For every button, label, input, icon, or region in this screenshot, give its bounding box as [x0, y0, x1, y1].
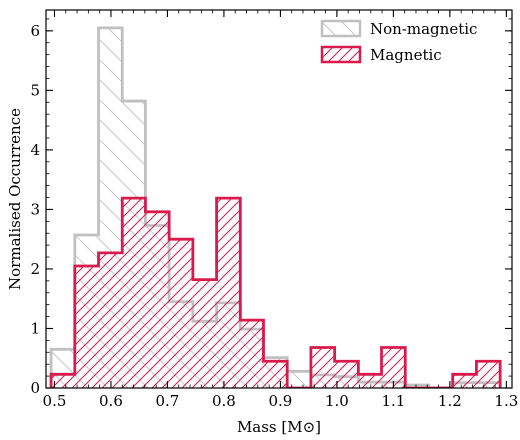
bar-magnetic-13: [358, 374, 382, 388]
x-tick-label: 0.7: [156, 392, 180, 410]
bar-magnetic-2: [98, 252, 123, 388]
y-tick-label: 2: [30, 260, 40, 278]
legend-label-magnetic: Magnetic: [370, 46, 442, 64]
legend-swatch-magnetic: [320, 45, 362, 64]
x-tick-label: 0.5: [43, 392, 67, 410]
outline-magnetic: [49, 196, 502, 388]
bar-magnetic-8: [240, 320, 264, 388]
y-tick-label: 4: [30, 141, 40, 159]
bar-magnetic-1: [74, 265, 99, 388]
x-tick-label: 1.1: [381, 392, 405, 410]
y-tick-label: 3: [30, 200, 40, 218]
bar-magnetic-0: [51, 374, 75, 388]
y-axis-label: Normalised Occurrence: [6, 108, 24, 290]
bar-magnetic-9: [263, 361, 288, 388]
y-tick-label: 6: [30, 22, 40, 40]
bar-magnetic-4: [145, 211, 170, 388]
bar-magnetic-6: [192, 279, 217, 388]
legend: Non-magnetic Magnetic: [320, 19, 477, 64]
bar-magnetic-7: [216, 198, 241, 388]
legend-swatch-non-magnetic: [320, 19, 362, 38]
bar-non-magnetic-15: [405, 385, 429, 388]
bar-magnetic-17: [452, 374, 477, 388]
x-tick-label: 0.9: [268, 392, 292, 410]
bar-magnetic-11: [310, 347, 335, 388]
y-tick-label: 0: [30, 379, 40, 397]
legend-label-non-magnetic: Non-magnetic: [370, 20, 477, 38]
x-tick-label: 1.0: [325, 392, 349, 410]
y-tick-label: 1: [30, 319, 40, 337]
y-tick-label: 5: [30, 81, 40, 99]
series-magnetic: [49, 196, 502, 388]
bar-non-magnetic-10: [287, 371, 311, 388]
x-tick-label: 0.8: [212, 392, 236, 410]
x-tick-label: 0.6: [99, 392, 123, 410]
bar-magnetic-5: [169, 239, 193, 388]
bar-magnetic-18: [476, 361, 501, 388]
bar-magnetic-14: [381, 347, 406, 388]
plot-frame: [45, 9, 513, 389]
bar-magnetic-12: [334, 361, 359, 388]
bar-magnetic-3: [122, 198, 146, 388]
x-axis-label: Mass [M⊙]: [237, 418, 321, 436]
x-tick-label: 1.2: [438, 392, 462, 410]
x-tick-label: 1.3: [494, 392, 518, 410]
